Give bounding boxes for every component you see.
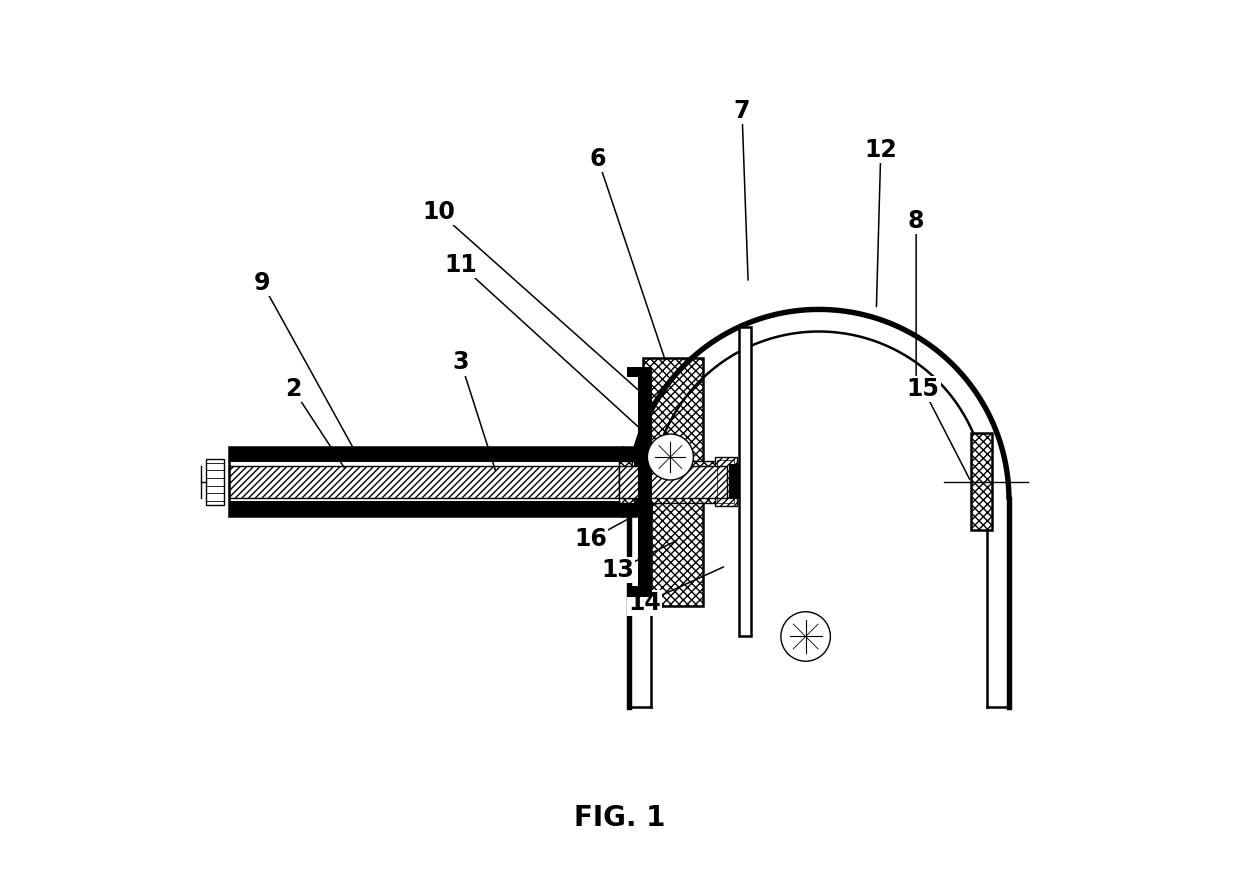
Bar xyxy=(634,450,646,466)
Bar xyxy=(637,367,652,597)
Bar xyxy=(619,466,728,498)
Bar xyxy=(229,447,651,462)
Circle shape xyxy=(781,612,831,661)
Polygon shape xyxy=(629,309,1009,499)
Bar xyxy=(987,499,1009,707)
Bar xyxy=(627,367,652,377)
Text: 8: 8 xyxy=(908,209,924,233)
Text: 6: 6 xyxy=(590,147,606,171)
Bar xyxy=(627,586,652,597)
Bar xyxy=(619,466,728,498)
Text: 2: 2 xyxy=(285,377,301,401)
Text: 11: 11 xyxy=(444,253,477,278)
Bar xyxy=(729,464,739,499)
Bar xyxy=(229,447,651,516)
Text: 15: 15 xyxy=(906,377,940,401)
Bar xyxy=(619,461,728,503)
Bar xyxy=(739,327,751,636)
Bar xyxy=(644,358,703,606)
Bar xyxy=(229,501,651,516)
Text: 12: 12 xyxy=(864,138,898,163)
Text: 13: 13 xyxy=(601,558,634,583)
Text: 10: 10 xyxy=(423,200,455,225)
Bar xyxy=(206,459,224,505)
Text: 3: 3 xyxy=(453,350,469,375)
Text: 16: 16 xyxy=(574,527,608,552)
Bar xyxy=(714,458,737,506)
Circle shape xyxy=(647,434,693,480)
Text: 7: 7 xyxy=(734,98,750,123)
Bar xyxy=(971,433,992,530)
Bar xyxy=(629,499,651,707)
Text: FIG. 1: FIG. 1 xyxy=(574,804,666,832)
Bar xyxy=(634,498,646,514)
Text: 9: 9 xyxy=(254,271,270,295)
Text: 14: 14 xyxy=(629,591,661,615)
Bar xyxy=(229,466,727,498)
Bar xyxy=(717,460,734,503)
